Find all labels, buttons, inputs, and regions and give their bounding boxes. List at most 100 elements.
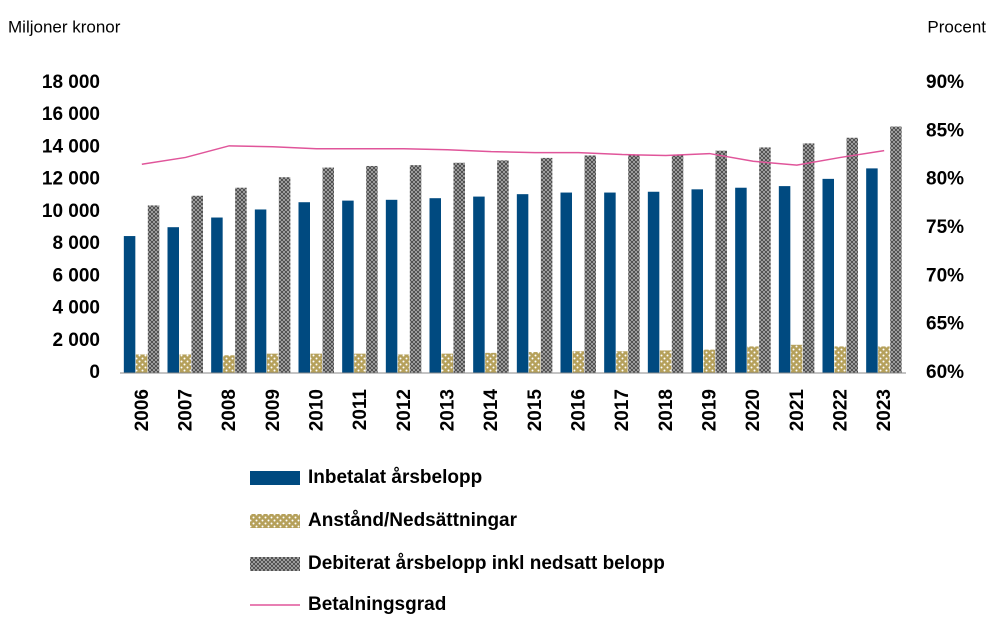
bar	[528, 352, 541, 373]
x-tick-label: 2018	[656, 389, 677, 431]
bar	[834, 346, 846, 373]
legend-label: Betalningsgrad	[308, 594, 446, 615]
bar	[473, 196, 485, 373]
bar	[354, 353, 366, 373]
bar	[322, 167, 334, 373]
y-tick-label: 4 000	[52, 298, 100, 319]
y2-axis-label: Procent	[927, 17, 986, 36]
y-axis-label: Miljoner kronor	[8, 17, 121, 36]
bar	[453, 162, 465, 373]
bar	[298, 202, 310, 373]
bar	[135, 354, 148, 373]
bar	[890, 126, 902, 373]
bar	[647, 191, 660, 373]
bar	[878, 346, 890, 373]
bar	[735, 187, 747, 373]
x-tick-label: 2012	[394, 389, 415, 431]
x-tick-label: 2013	[438, 389, 459, 431]
bar	[409, 165, 422, 373]
bar	[604, 192, 616, 373]
y-tick-label: 6 000	[52, 265, 100, 286]
x-tick-label: 2010	[307, 389, 328, 431]
legend-swatch	[250, 471, 300, 485]
bar	[846, 137, 858, 373]
x-tick-label: 2006	[132, 389, 153, 431]
legend-label: Debiterat årsbelopp inkl nedsatt belopp	[308, 553, 665, 574]
bar	[167, 227, 179, 373]
bar	[759, 147, 771, 373]
bar	[822, 178, 834, 373]
y-tick-label: 10 000	[42, 201, 100, 222]
bar	[179, 354, 191, 373]
line	[141, 145, 885, 166]
bar	[616, 351, 628, 373]
bar	[441, 353, 453, 373]
y-tick-label: 16 000	[42, 104, 100, 125]
bar	[278, 177, 291, 373]
legend-swatch	[250, 514, 300, 528]
x-tick-label: 2011	[350, 389, 371, 431]
y2-tick-label: 70%	[926, 265, 964, 286]
bar	[584, 155, 596, 373]
legend-label: Inbetalat årsbelopp	[308, 467, 482, 488]
bar	[342, 200, 354, 373]
y-tick-label: 2 000	[52, 330, 100, 351]
y-tick-label: 18 000	[42, 72, 100, 93]
x-tick-label: 2023	[874, 389, 895, 431]
y2-tick-label: 85%	[926, 120, 964, 141]
x-tick-label: 2022	[831, 389, 852, 431]
bar	[671, 154, 684, 373]
x-tick-label: 2016	[569, 389, 590, 431]
bar	[211, 217, 223, 373]
x-tick-label: 2019	[700, 389, 721, 431]
bar	[147, 205, 160, 373]
legend-label: Anstånd/Nedsättningar	[308, 510, 518, 531]
bar	[223, 355, 235, 373]
bar	[866, 168, 878, 373]
y-tick-label: 0	[89, 362, 100, 383]
bar	[747, 346, 759, 373]
x-tick-label: 2008	[219, 389, 240, 431]
x-tick-label: 2007	[176, 389, 197, 431]
y-tick-label: 8 000	[52, 233, 100, 254]
bar	[235, 187, 247, 373]
bar	[366, 165, 378, 373]
bar	[385, 199, 398, 373]
y2-tick-label: 80%	[926, 169, 964, 190]
bar	[628, 154, 640, 373]
x-tick-label: 2017	[612, 389, 633, 431]
bar	[540, 157, 553, 373]
bar	[802, 143, 815, 373]
y2-tick-label: 90%	[926, 72, 964, 93]
bar	[254, 209, 267, 373]
x-tick-label: 2015	[525, 389, 546, 432]
bar	[310, 353, 322, 373]
bar	[191, 195, 203, 373]
y2-tick-label: 60%	[926, 362, 964, 383]
y2-tick-label: 75%	[926, 217, 964, 238]
bar	[497, 160, 509, 373]
bar	[397, 354, 410, 373]
bar	[560, 192, 572, 373]
bar	[659, 350, 672, 373]
x-tick-label: 2020	[743, 389, 764, 431]
bar	[691, 189, 703, 373]
bar	[790, 344, 803, 373]
bar	[778, 186, 791, 373]
x-tick-label: 2021	[787, 389, 808, 432]
y-tick-label: 14 000	[42, 136, 100, 157]
legend-swatch	[250, 557, 300, 571]
bar	[123, 236, 136, 373]
bar	[485, 352, 497, 373]
bar	[266, 353, 279, 373]
x-tick-label: 2014	[481, 389, 502, 432]
bar	[715, 150, 727, 373]
x-tick-label: 2009	[263, 389, 284, 431]
y-tick-label: 12 000	[42, 169, 100, 190]
bar	[429, 198, 441, 373]
bar	[572, 351, 584, 373]
bar	[516, 194, 529, 373]
bar	[703, 349, 715, 373]
y2-tick-label: 65%	[926, 314, 964, 335]
